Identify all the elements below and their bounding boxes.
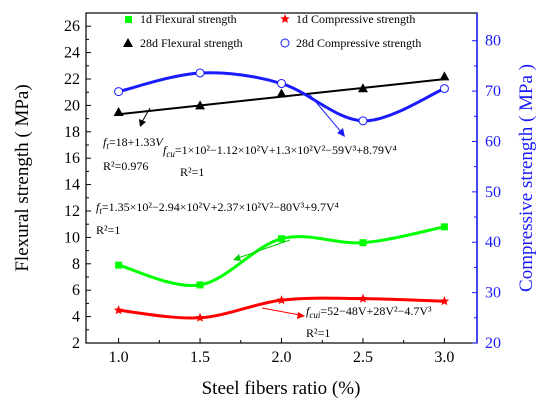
equation-comp28d: fcu=1×10²−1.12×10²V+1.3×10²V²−59V³+8.79V… [163, 143, 397, 159]
legend-label-comp1d: 1d Compressive strength [296, 12, 415, 26]
x-axis-ticks: 1.0 1.5 2.0 2.5 3.0 [109, 338, 454, 366]
x-tick-label: 2.0 [272, 349, 292, 366]
legend-item-comp28d: 28d Compressive strength [280, 36, 421, 50]
point-comp28d [114, 87, 124, 97]
point-flex1d [278, 235, 285, 243]
point-comp28d [195, 68, 205, 78]
left-tick-label: 20 [64, 97, 80, 114]
point-comp28d [277, 79, 286, 89]
right-tick-label: 30 [485, 285, 501, 302]
legend-item-comp1d: 1d Compressive strength [280, 12, 415, 26]
point-comp28d [358, 116, 368, 126]
right-axis-title: Compressive strength ( MPa ) [516, 64, 537, 292]
x-tick-label: 3.0 [434, 349, 454, 366]
point-flex1d [196, 281, 204, 289]
right-axis-ticks: 20 30 40 50 60 70 80 [472, 33, 501, 352]
legend-item-flex28d: 28d Flexural strength [123, 36, 243, 50]
star-icon [280, 14, 290, 24]
equation-flex1d: ft=1.35×10²−2.94×10²V+2.37×10²V²−80V³+9.… [96, 200, 339, 216]
point-comp28d [439, 84, 449, 94]
x-tick-label: 2.5 [353, 349, 373, 366]
x-axis-title: Steel fibers ratio (%) [202, 378, 361, 399]
point-comp1d [358, 293, 368, 303]
r2-comp28d: R²=1 [180, 165, 204, 179]
fit-curves [118, 71, 446, 320]
plot-frame [85, 12, 478, 344]
legend-label-flex28d: 28d Flexural strength [140, 36, 243, 50]
right-tick-label: 50 [485, 184, 501, 201]
right-tick-label: 70 [485, 83, 501, 100]
annotation-arrows [139, 94, 345, 319]
point-flex28d [195, 100, 206, 110]
left-tick-label: 6 [72, 282, 80, 299]
point-comp1d [439, 296, 450, 306]
right-tick-label: 20 [485, 335, 501, 352]
left-tick-label: 2 [72, 335, 80, 352]
legend-label-flex1d: 1d Flexural strength [140, 12, 237, 26]
equation-comp1d: fcui=52−48V+28V²−4.7V³ [306, 304, 432, 320]
left-tick-label: 22 [64, 71, 80, 88]
left-tick-label: 4 [72, 309, 80, 326]
left-tick-label: 18 [64, 124, 80, 141]
left-tick-label: 12 [64, 203, 80, 220]
point-flex28d [439, 71, 450, 81]
right-tick-label: 60 [485, 133, 501, 150]
left-tick-label: 8 [72, 256, 80, 273]
point-flex1d [359, 239, 367, 247]
legend-item-flex1d: 1d Flexural strength [125, 12, 237, 26]
r2-flex28d: R²=0.976 [103, 159, 148, 173]
left-tick-label: 16 [64, 150, 80, 167]
equation-flex28d: ft=18+1.33V [103, 135, 164, 151]
x-tick-label: 1.0 [109, 349, 129, 366]
legend-label-comp28d: 28d Compressive strength [296, 36, 421, 50]
point-flex28d [357, 83, 368, 93]
point-flex28d [276, 88, 287, 98]
r2-flex1d: R²=1 [96, 223, 120, 237]
x-tick-label: 1.5 [190, 349, 210, 366]
legend: 1d Flexural strength 1d Compressive stre… [123, 12, 421, 50]
point-flex1d [115, 261, 123, 269]
r2-comp1d: R²=1 [306, 326, 330, 340]
point-flex1d [440, 223, 448, 231]
left-tick-label: 14 [64, 177, 80, 194]
right-tick-label: 40 [485, 234, 501, 251]
left-tick-label: 26 [64, 18, 80, 35]
point-flex28d [113, 107, 124, 116]
point-comp1d [113, 305, 124, 315]
left-tick-label: 24 [64, 45, 80, 62]
point-comp1d [195, 312, 205, 322]
left-axis-title: Flexural strength ( MPa) [12, 84, 33, 271]
right-tick-label: 80 [485, 33, 501, 50]
data-markers [113, 68, 450, 322]
point-comp1d [276, 295, 287, 305]
left-tick-label: 10 [64, 229, 80, 246]
